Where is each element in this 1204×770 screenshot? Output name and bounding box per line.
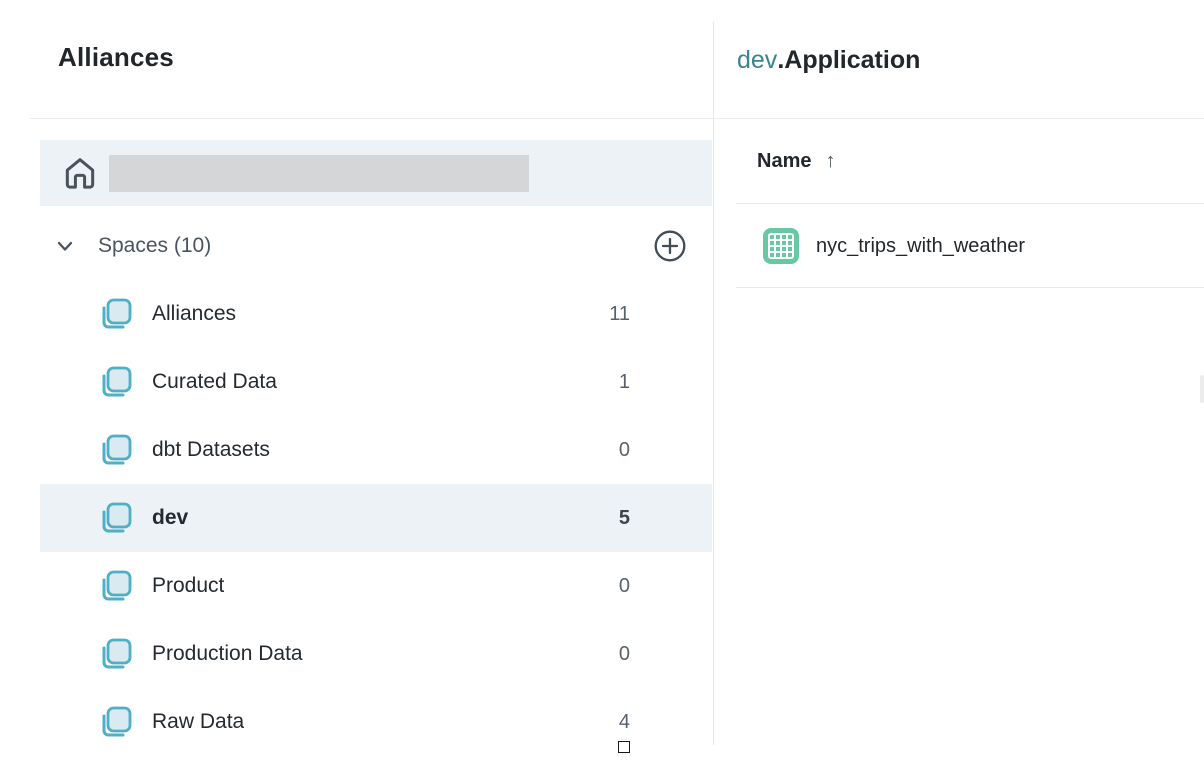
stacked-squares-icon xyxy=(95,294,135,334)
spaces-section-header[interactable]: Spaces (10) xyxy=(40,212,712,280)
space-name: Alliances xyxy=(152,302,237,325)
space-name: dbt Datasets xyxy=(152,438,270,461)
dataset-name: nyc_trips_with_weather xyxy=(816,234,1025,257)
spaces-sidebar: Alliances Spaces (10) xyxy=(0,42,713,756)
home-row[interactable] xyxy=(40,140,712,206)
space-name: Raw Data xyxy=(152,710,245,733)
cursor-box-artifact xyxy=(618,741,630,753)
space-name: Production Data xyxy=(152,642,303,665)
sidebar-title: Alliances xyxy=(58,42,174,72)
space-dataset-count: 4 xyxy=(618,710,630,733)
sidebar-space-item[interactable]: dev 5 xyxy=(40,484,712,552)
stacked-squares-icon xyxy=(95,634,135,674)
chevron-down-icon[interactable] xyxy=(54,235,76,257)
stacked-squares-icon xyxy=(95,702,135,742)
sidebar-space-item[interactable]: Curated Data 1 xyxy=(40,348,712,416)
row-divider xyxy=(736,287,1204,288)
breadcrumb-space-link[interactable]: dev xyxy=(737,46,778,74)
table-row[interactable]: nyc_trips_with_weather xyxy=(714,204,1204,288)
dataset-table-body: nyc_trips_with_weather xyxy=(714,204,1204,288)
space-dataset-count: 5 xyxy=(618,506,630,529)
space-name: Curated Data xyxy=(152,370,277,393)
add-space-button[interactable] xyxy=(652,228,688,264)
space-name: Product xyxy=(152,574,225,597)
redacted-text-placeholder xyxy=(109,154,529,192)
sort-ascending-icon: ↑ xyxy=(825,149,836,172)
stacked-squares-icon xyxy=(95,430,135,470)
breadcrumb-entity: .Application xyxy=(777,46,921,74)
stacked-squares-icon xyxy=(95,362,135,402)
space-dataset-count: 0 xyxy=(618,438,630,461)
sidebar-space-item[interactable]: Alliances 11 xyxy=(40,280,712,348)
space-name: dev xyxy=(152,506,189,529)
scrollbar-thumb[interactable] xyxy=(1200,375,1204,403)
sidebar-space-item[interactable]: Raw Data 4 xyxy=(40,688,712,756)
sidebar-space-item[interactable]: Production Data 0 xyxy=(40,620,712,688)
sidebar-space-item[interactable]: Product 0 xyxy=(40,552,712,620)
stacked-squares-icon xyxy=(95,498,135,538)
space-contents-panel: dev.Application Name ↑ nyc xyxy=(714,0,1204,770)
panel-divider xyxy=(713,22,714,745)
table-header-name[interactable]: Name ↑ xyxy=(714,119,1204,203)
plus-circle-icon xyxy=(652,228,688,264)
stacked-squares-icon xyxy=(95,566,135,606)
space-dataset-count: 11 xyxy=(609,302,630,325)
main-header-divider xyxy=(714,118,1204,119)
name-column-label: Name xyxy=(757,149,812,172)
breadcrumb: dev.Application xyxy=(737,46,920,75)
spaces-list: Spaces (10) Alliances xyxy=(0,212,713,756)
table-grid-icon xyxy=(762,227,800,265)
sidebar-header-divider xyxy=(30,118,713,119)
space-dataset-count: 0 xyxy=(618,642,630,665)
space-dataset-count: 0 xyxy=(618,574,630,597)
table-header-divider xyxy=(736,203,1204,204)
spaces-section-label: Spaces (10) xyxy=(98,234,212,257)
home-icon xyxy=(61,154,99,192)
sidebar-space-item[interactable]: dbt Datasets 0 xyxy=(40,416,712,484)
space-dataset-count: 1 xyxy=(618,370,630,393)
